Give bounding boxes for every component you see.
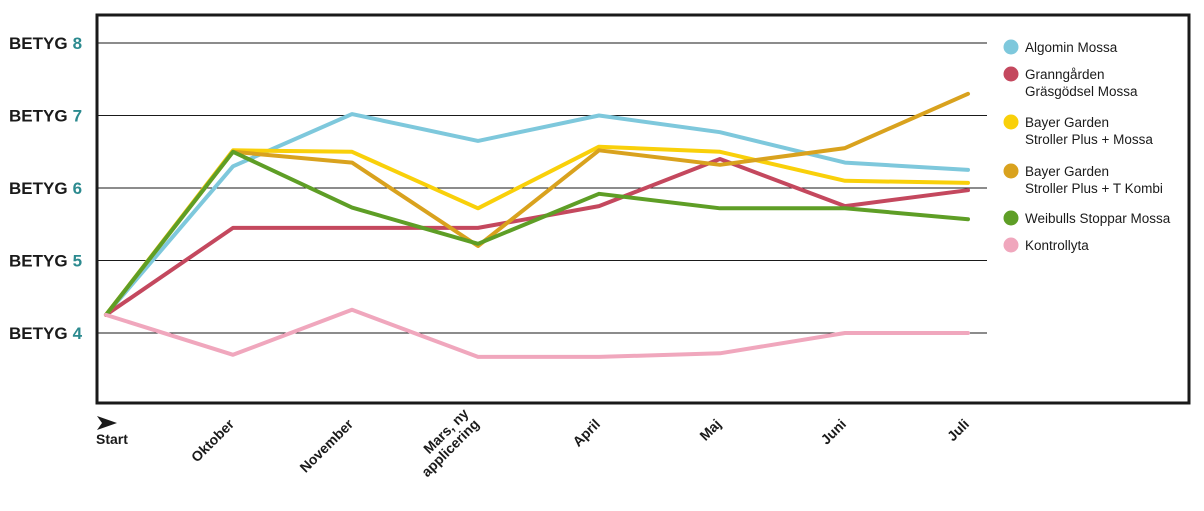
legend-label: Algomin Mossa: [1025, 40, 1118, 55]
series-line: [104, 157, 970, 317]
series-line: [104, 149, 970, 317]
legend-marker: [1003, 237, 1019, 253]
x-tick-label: Juni: [817, 416, 849, 448]
grid-lines: [97, 42, 987, 334]
x-tick-label: Oktober: [188, 415, 238, 465]
series-line: [104, 144, 970, 317]
x-tick-label: Start: [96, 431, 128, 447]
start-arrow-icon: [97, 416, 117, 430]
x-axis-ticks: Start Oktober November Mars, nyapplicering A…: [96, 405, 972, 480]
legend-marker: [1003, 114, 1019, 130]
plot-frame: [95, 13, 1191, 405]
legend-marker: [1003, 210, 1019, 226]
legend-label: Bayer Garden Stroller Plus + Mossa: [1025, 115, 1153, 147]
x-tick-label: Juli: [944, 416, 972, 444]
series-line: [104, 91, 970, 317]
legend: Algomin Mossa Granngården Gräsgödsel Mossa…: [1003, 39, 1171, 253]
y-tick-label: BETYG 6: [9, 179, 82, 198]
y-tick-label: BETYG 8: [9, 34, 82, 53]
x-tick-label: November: [296, 415, 356, 475]
legend-marker: [1003, 66, 1019, 82]
x-tick-label: Mars, nyapplicering: [407, 405, 482, 480]
x-tick-label: April: [569, 416, 603, 450]
legend-marker: [1003, 39, 1019, 55]
series-line: [104, 112, 970, 317]
legend-label: Weibulls Stoppar Mossa: [1025, 211, 1171, 226]
legend-label: Granngården Gräsgödsel Mossa: [1025, 67, 1138, 99]
y-tick-label: BETYG 7: [9, 107, 82, 126]
legend-label: Bayer Garden Stroller Plus + T Kombi: [1025, 164, 1163, 196]
x-tick-label: Maj: [696, 416, 724, 444]
legend-label: Kontrollyta: [1025, 238, 1089, 253]
y-tick-label: BETYG 5: [9, 252, 82, 271]
legend-marker: [1003, 163, 1019, 179]
y-tick-label: BETYG 4: [9, 324, 83, 343]
y-axis-ticks: BETYG 8 BETYG 7 BETYG 6 BETYG 5 BETYG 4: [9, 34, 83, 343]
series-lines: [104, 91, 970, 359]
series-line: [104, 307, 970, 359]
